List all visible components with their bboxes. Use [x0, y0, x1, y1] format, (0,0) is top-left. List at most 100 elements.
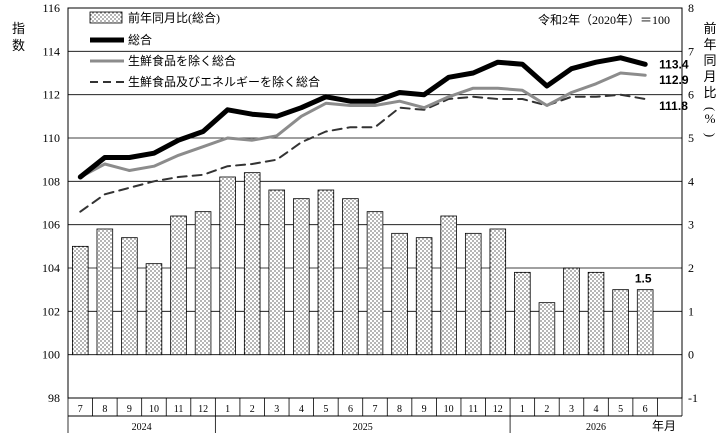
bar: [514, 271, 531, 356]
bar: [293, 198, 310, 356]
right-axis-title-char: %: [705, 111, 716, 126]
bar-last-label: 1.5: [635, 272, 652, 286]
month-tick-label: 1: [225, 404, 230, 415]
bar: [317, 189, 335, 356]
right-tick-label: -1: [688, 391, 698, 405]
right-axis-title-char: ): [703, 133, 718, 137]
x-axis-unit: 年月: [652, 419, 676, 433]
line-gray: [78, 71, 647, 179]
bar: [72, 245, 89, 356]
end-labels: 113.4 112.9 111.8 1.5: [635, 57, 689, 285]
year-label: 2026: [586, 422, 606, 433]
left-tick-label: 100: [42, 348, 60, 362]
month-tick-label: 8: [397, 404, 402, 415]
right-tick-label: 4: [688, 174, 694, 188]
month-tick-label: 3: [569, 404, 574, 415]
bar: [415, 237, 433, 356]
legend-label-core: 生鮮食品を除く総合: [128, 53, 236, 68]
bar: [366, 211, 384, 356]
left-tick-label: 98: [48, 391, 60, 405]
year-label: 2025: [353, 422, 373, 433]
line-series-group: [77, 55, 648, 213]
left-tick-label: 108: [42, 174, 60, 188]
right-tick-label: 2: [688, 261, 694, 275]
left-tick-label: 116: [42, 1, 60, 15]
legend-label-bars: 前年同月比(総合): [128, 10, 220, 25]
bar-series: [72, 172, 654, 356]
line-dashed-black: [79, 93, 647, 213]
month-tick-label: 11: [174, 404, 184, 415]
bar: [243, 172, 261, 356]
right-tick-label: 6: [688, 88, 694, 102]
bar: [268, 189, 286, 356]
month-tick-label: 4: [594, 404, 599, 415]
bar: [587, 271, 605, 356]
right-tick-label: 3: [688, 218, 694, 232]
month-tick-label: 9: [422, 404, 427, 415]
month-tick-label: 7: [78, 404, 83, 415]
month-tick-label: 9: [127, 404, 132, 415]
right-axis-title-char: (: [703, 107, 718, 111]
bar: [464, 232, 482, 356]
bar: [489, 228, 507, 356]
month-tick-label: 6: [643, 404, 648, 415]
end-label-thick-black: 113.4: [659, 57, 689, 71]
bar: [342, 198, 359, 356]
left-tick-label: 114: [42, 44, 60, 58]
end-label-dashed-black: 111.8: [659, 99, 688, 113]
month-tick-label: 5: [323, 404, 328, 415]
right-tick-label: 0: [688, 348, 694, 362]
right-axis-title-char: 比: [703, 85, 716, 100]
month-tick-label: 10: [444, 404, 454, 415]
bar: [612, 289, 629, 356]
year-label: 2024: [132, 422, 152, 433]
bar: [538, 302, 556, 356]
legend-label-total: 総合: [128, 32, 152, 47]
right-tick-label: 5: [688, 131, 694, 145]
month-tick-label: 1: [520, 404, 525, 415]
right-tick-label: 1: [688, 304, 694, 318]
left-axis-title-2: 数: [12, 38, 25, 53]
legend: 前年同月比(総合) 総合 生鮮食品を除く総合 生鮮食品及びエネルギーを除く総合: [89, 10, 320, 89]
left-tick-label: 102: [42, 304, 60, 318]
end-label-gray: 112.9: [659, 73, 689, 87]
base-note: 令和2年（2020年）＝100: [538, 12, 670, 27]
month-tick-label: 2: [250, 404, 255, 415]
left-axis-ticks: 98 100 102 104 106 108 110 112 114 116: [42, 1, 60, 405]
month-tick-label: 11: [468, 404, 478, 415]
month-tick-label: 4: [299, 404, 304, 415]
bar: [170, 215, 187, 356]
right-axis-title: 前年同月比 (%): [703, 21, 718, 137]
month-tick-label: 3: [274, 404, 279, 415]
legend-label-corecore: 生鮮食品及びエネルギーを除く総合: [128, 74, 320, 89]
left-axis-title-1: 指: [12, 21, 25, 36]
plot-frame: [67, 7, 683, 399]
month-tick-label: 7: [373, 404, 378, 415]
left-tick-label: 106: [42, 218, 60, 232]
month-tick-label: 2: [544, 404, 549, 415]
month-tick-label: 5: [618, 404, 623, 415]
line-thick-black: [77, 55, 648, 180]
bar: [440, 215, 457, 356]
bar: [391, 232, 408, 356]
month-tick-label: 12: [493, 404, 503, 415]
bar: [96, 228, 114, 356]
month-tick-label: 6: [348, 404, 353, 415]
month-tick-label: 8: [102, 404, 107, 415]
right-axis-ticks: -1 0 1 2 3 4 5 6 7 8: [688, 1, 698, 405]
left-tick-label: 110: [42, 131, 60, 145]
bar: [194, 211, 212, 356]
month-tick-label: 10: [149, 404, 159, 415]
left-tick-label: 104: [42, 261, 60, 275]
month-tick-label: 12: [198, 404, 208, 415]
right-tick-label: 8: [688, 1, 694, 15]
bar: [563, 267, 580, 356]
right-tick-label: 7: [688, 44, 694, 58]
bar: [219, 176, 236, 356]
bar: [121, 237, 138, 356]
bar: [636, 289, 654, 356]
right-axis-title-char: 前: [703, 21, 716, 36]
bar: [145, 263, 163, 356]
